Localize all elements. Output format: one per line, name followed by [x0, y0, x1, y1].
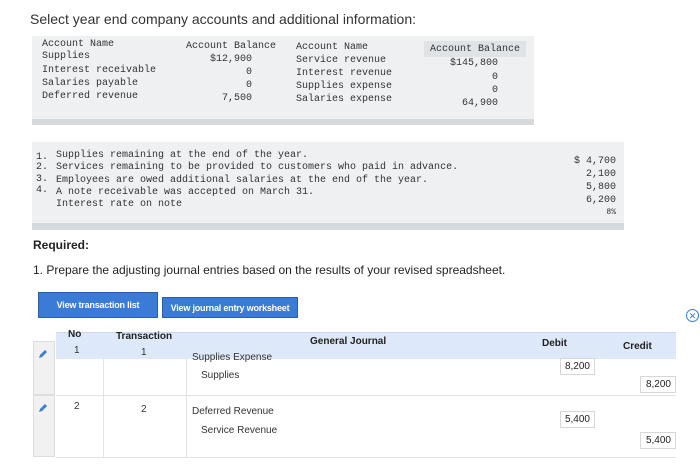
- row-no: 1: [74, 345, 80, 356]
- row-no: 2: [74, 401, 80, 412]
- info-text: Supplies remaining at the end of the yea…: [56, 150, 309, 161]
- info-number: 3.: [36, 174, 49, 185]
- col-header-account-name-left: Account Name: [42, 39, 115, 50]
- credit-amount[interactable]: 5,400: [640, 432, 676, 449]
- account-balance: 0: [245, 67, 252, 78]
- account-name: Interest receivable: [42, 65, 157, 76]
- row-divider: [56, 457, 676, 458]
- col-header-credit: Credit: [623, 341, 652, 352]
- required-text: 1. Prepare the adjusting journal entries…: [33, 263, 506, 277]
- account-name: Deferred revenue: [42, 91, 139, 102]
- account-balance: 7,500: [221, 93, 252, 104]
- account-name: Salaries expense: [296, 94, 393, 105]
- row-divider: [56, 395, 676, 396]
- required-title: Required:: [33, 238, 90, 252]
- account-balance: 0: [491, 72, 498, 83]
- pencil-icon[interactable]: [38, 349, 48, 359]
- info-value: 2,100: [585, 169, 616, 180]
- account-name: Interest revenue: [296, 68, 393, 79]
- col-header-debit: Debit: [542, 338, 567, 349]
- debit-amount[interactable]: 5,400: [560, 411, 595, 428]
- account-balance: $12,900: [209, 54, 252, 65]
- account-balance: 0: [491, 85, 498, 96]
- info-number: 2.: [36, 162, 49, 173]
- account-name: Salaries payable: [42, 78, 139, 89]
- col-header-balance-left: Account Balance: [186, 41, 277, 52]
- row-transaction: 2: [141, 404, 147, 415]
- header-highlight: [424, 41, 526, 57]
- account-balance: 0: [245, 80, 252, 91]
- info-value: 5,800: [585, 182, 616, 193]
- row-edit-cell: [33, 341, 55, 395]
- row-edit-cell: [33, 395, 55, 457]
- account-name: Supplies expense: [296, 81, 393, 92]
- account-balance: 64,900: [461, 98, 498, 109]
- page-heading: Select year end company accounts and add…: [30, 11, 417, 27]
- info-number: 1.: [36, 152, 49, 163]
- journal-table-header: [56, 332, 676, 359]
- account-name: Service revenue: [296, 55, 387, 66]
- debit-account[interactable]: Supplies Expense: [192, 352, 273, 363]
- info-value: 6,200: [585, 195, 616, 206]
- view-journal-entry-worksheet-button[interactable]: View journal entry worksheet: [162, 297, 298, 318]
- col-divider: [103, 358, 104, 458]
- accounts-panel-bar: [32, 119, 534, 125]
- col-header-transaction: Transaction: [116, 331, 173, 342]
- pencil-icon[interactable]: [38, 403, 48, 413]
- col-header-balance-right: Account Balance: [430, 44, 521, 55]
- info-number: 4.: [36, 185, 49, 196]
- row-transaction: 1: [141, 347, 147, 358]
- info-text: Employees are owed additional salaries a…: [56, 175, 429, 186]
- info-text: Interest rate on note: [56, 199, 183, 210]
- info-text: Services remaining to be provided to cus…: [56, 162, 459, 173]
- col-divider: [186, 358, 187, 458]
- view-transaction-list-button[interactable]: View transaction list: [38, 292, 158, 318]
- account-balance: $145,800: [449, 58, 498, 69]
- credit-account[interactable]: Service Revenue: [201, 425, 278, 436]
- account-name: Supplies: [42, 51, 91, 62]
- info-text: A note receivable was accepted on March …: [56, 187, 315, 198]
- credit-account[interactable]: Supplies: [201, 370, 240, 381]
- info-value: 8%: [606, 208, 616, 217]
- additional-info-panel: [32, 142, 624, 226]
- col-header-no: No: [68, 329, 82, 340]
- col-header-account-name-right: Account Name: [296, 42, 369, 53]
- credit-amount[interactable]: 8,200: [640, 376, 676, 393]
- close-icon[interactable]: ✕: [686, 309, 699, 322]
- debit-amount[interactable]: 8,200: [560, 358, 595, 375]
- info-value: $ 4,700: [573, 156, 616, 167]
- debit-account[interactable]: Deferred Revenue: [192, 406, 274, 417]
- col-header-general-journal: General Journal: [310, 336, 387, 347]
- additional-info-bar: [32, 223, 624, 230]
